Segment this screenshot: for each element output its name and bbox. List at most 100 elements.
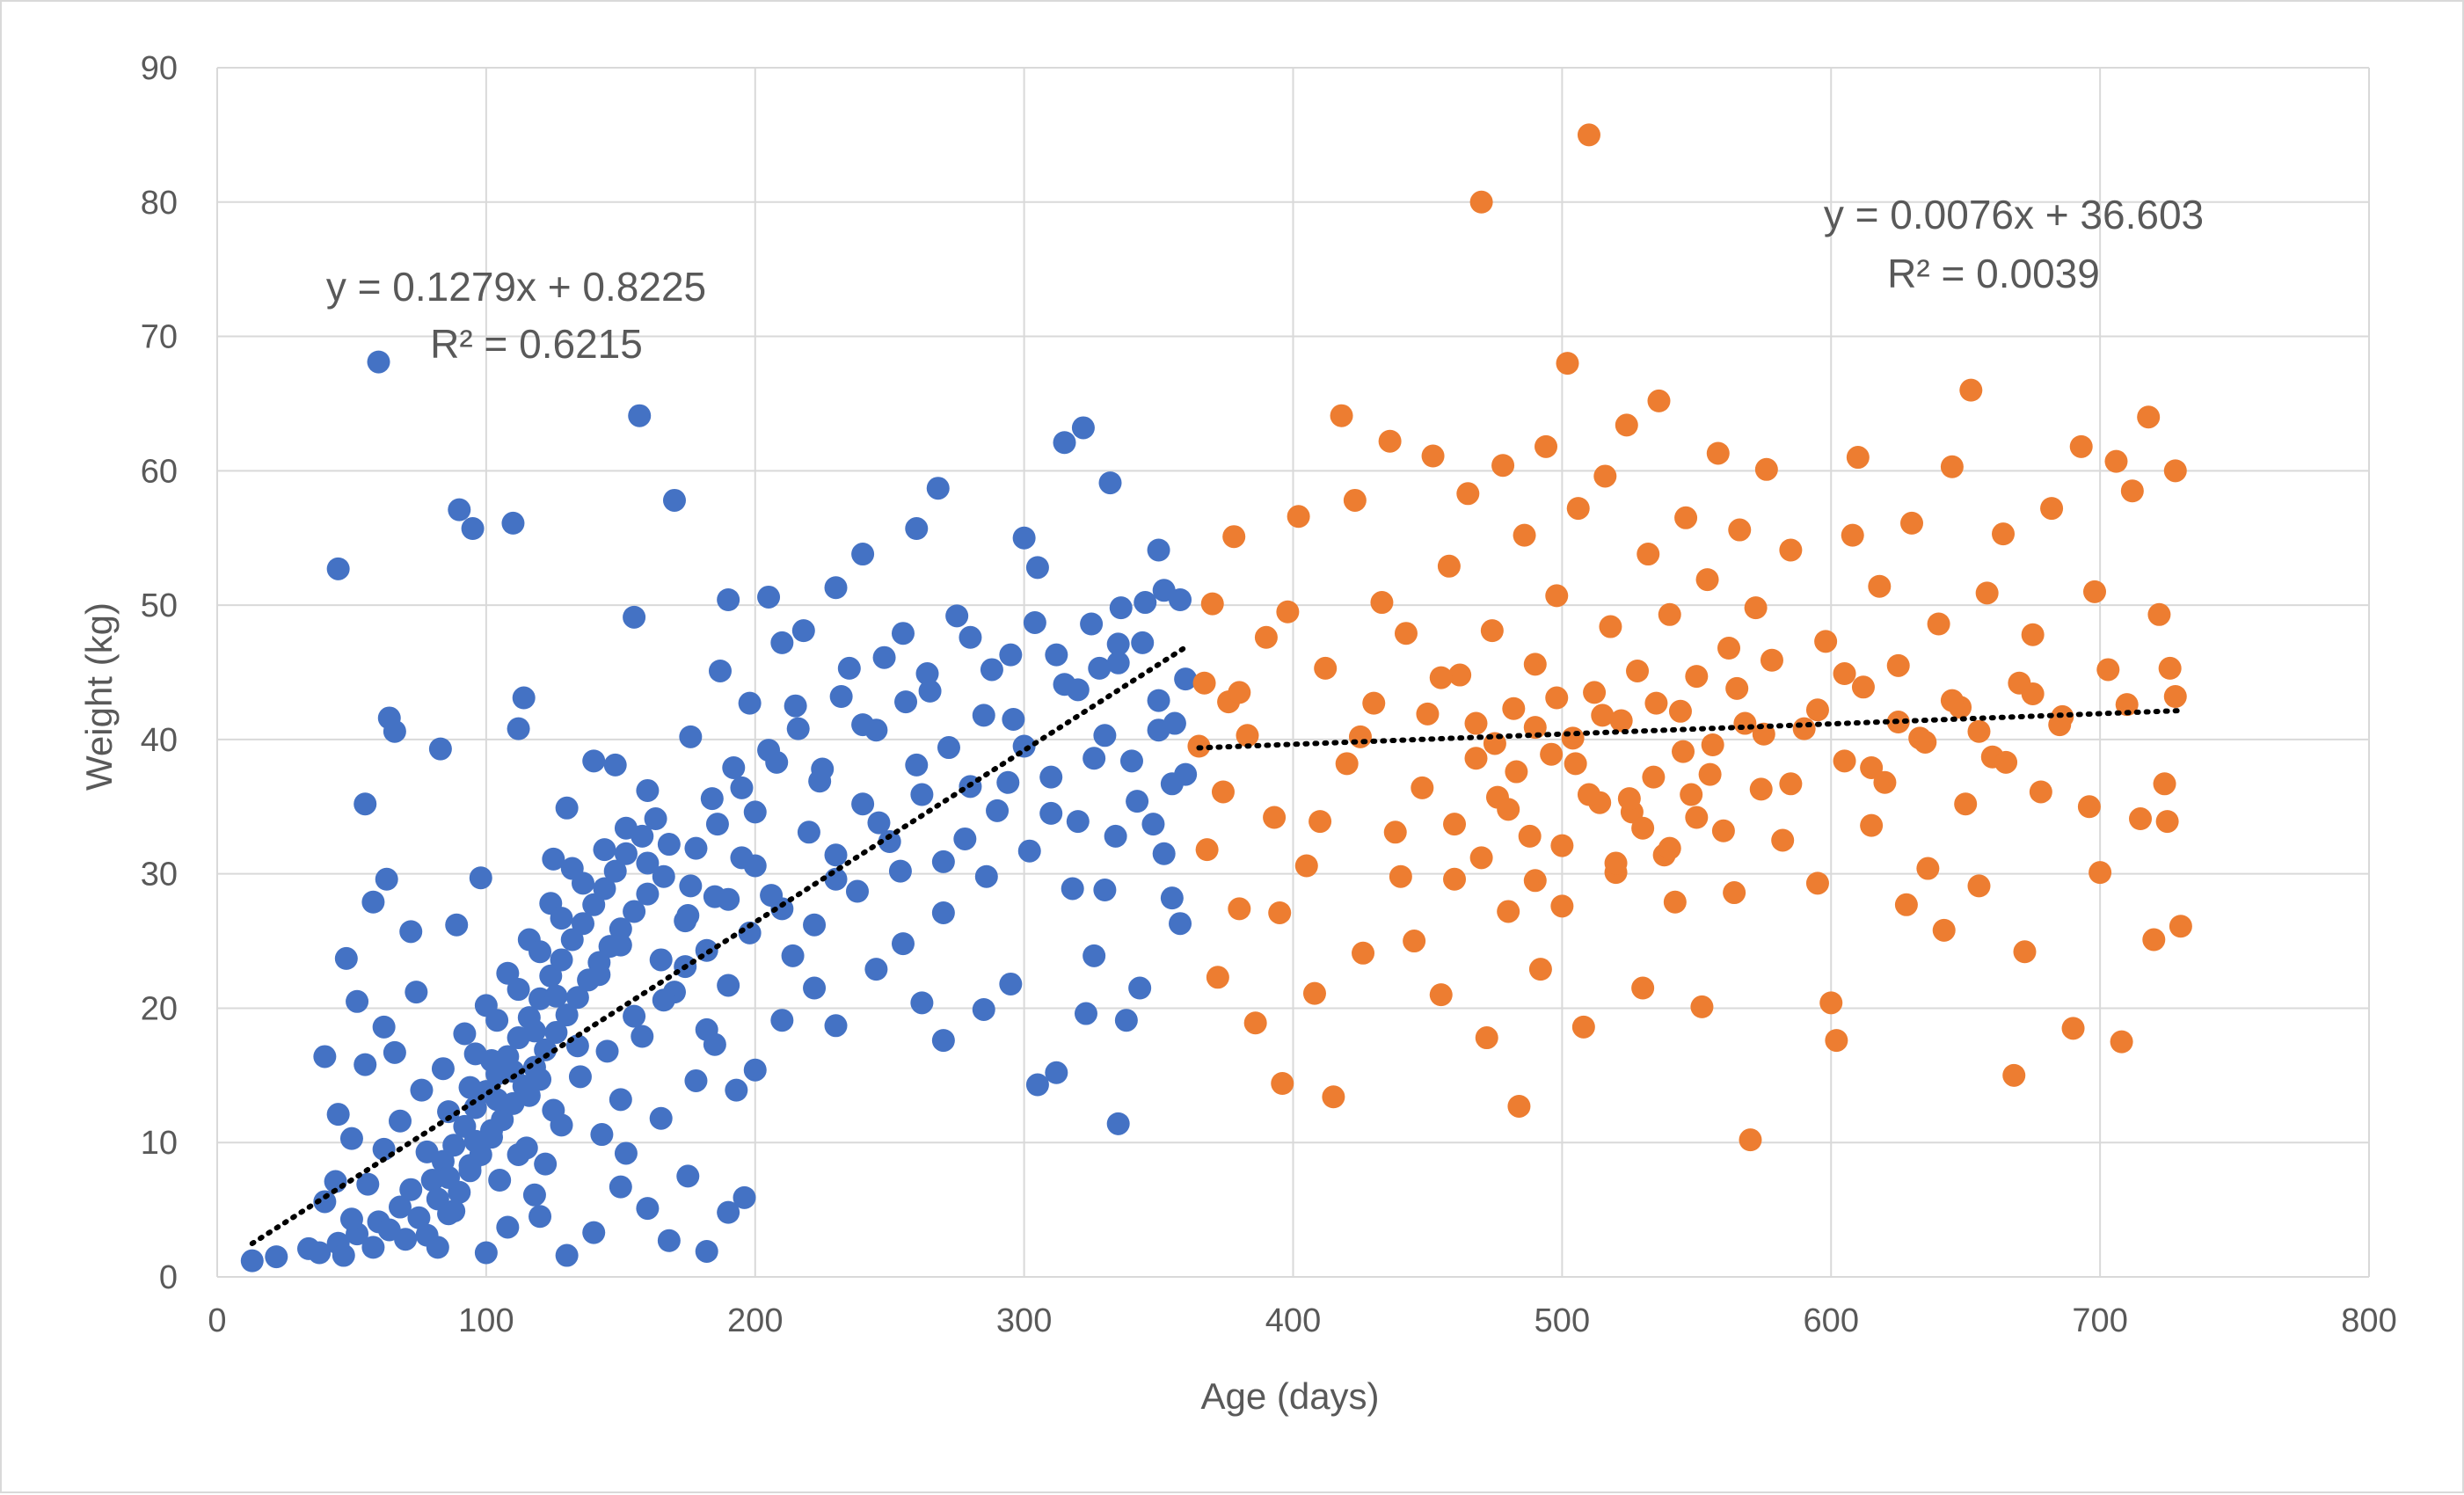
series1-point — [705, 813, 729, 836]
series2-point — [1728, 518, 1752, 542]
series2-point — [1236, 724, 1259, 748]
series1-point — [1088, 656, 1112, 680]
x-tick-label: 800 — [2341, 1302, 2396, 1339]
series2-point — [1841, 523, 1864, 547]
series1-point — [346, 989, 369, 1013]
series2-point — [1502, 696, 1526, 720]
series1-point — [867, 811, 891, 835]
series2-point — [1744, 596, 1768, 620]
series2-point — [2169, 915, 2192, 938]
series2-point — [1954, 792, 1978, 816]
x-tick-label: 400 — [1265, 1302, 1321, 1339]
y-tick-label: 90 — [141, 50, 178, 87]
series1-point — [959, 625, 982, 649]
series1-point — [372, 1015, 396, 1039]
series1-point — [595, 1039, 619, 1063]
series2-point — [1394, 622, 1418, 645]
series1-point — [1080, 612, 1104, 636]
series2-point — [1491, 454, 1515, 478]
series1-point — [910, 991, 934, 1015]
series1-point — [313, 1045, 337, 1068]
series1-point — [1119, 749, 1143, 773]
series1-point — [684, 836, 708, 860]
series2-point — [1497, 798, 1520, 821]
series2-point — [1701, 733, 1724, 756]
series2-point — [1505, 760, 1528, 784]
series2-point — [1577, 123, 1600, 147]
series2-point — [1668, 699, 1692, 723]
series2-point — [1352, 941, 1375, 965]
series1-point — [1106, 651, 1130, 675]
series2-point — [1609, 709, 1633, 733]
series2-point — [1644, 691, 1668, 715]
series1-point — [623, 605, 646, 629]
x-tick-label: 600 — [1804, 1302, 1859, 1339]
series1-point — [703, 885, 726, 908]
series2-point — [1429, 983, 1453, 1007]
series1-point — [1023, 610, 1046, 634]
series1-point — [657, 1229, 681, 1252]
series1-point — [534, 1152, 558, 1176]
series1-point — [394, 1228, 418, 1251]
series1-point — [770, 631, 794, 654]
series1-point — [797, 820, 820, 844]
series2-point — [1389, 864, 1412, 888]
series1-point — [1093, 879, 1117, 901]
series1-point — [829, 685, 853, 708]
series1-point — [485, 1009, 509, 1032]
series1-point — [986, 799, 1010, 822]
series1-point — [603, 753, 627, 777]
series2-point — [1195, 838, 1219, 862]
series1-point — [722, 755, 746, 779]
series2-point — [1658, 836, 1681, 860]
series1-point — [534, 1038, 558, 1061]
series1-point — [725, 1078, 748, 1102]
series1-point — [931, 901, 955, 924]
series1-point — [974, 864, 998, 888]
series2-point — [1403, 930, 1426, 953]
y-tick-label: 10 — [141, 1125, 178, 1162]
series1-point — [910, 783, 934, 806]
series2-point — [1411, 776, 1434, 799]
series2-point — [1674, 506, 1698, 529]
series1-point — [332, 1243, 355, 1267]
series2-point — [2040, 497, 2064, 521]
series2-point — [1469, 846, 1493, 870]
series2-point — [1577, 783, 1600, 806]
series2-point — [1914, 730, 1937, 754]
series1-point — [507, 978, 530, 1002]
series2-point — [1507, 1094, 1531, 1118]
x-tick-label: 300 — [996, 1302, 1052, 1339]
data-points — [240, 123, 2192, 1273]
series1-point — [609, 1088, 632, 1112]
series2-point — [1276, 600, 1300, 624]
series1-point — [1025, 556, 1049, 580]
series1-point — [496, 1215, 520, 1239]
series2-point — [1717, 637, 1741, 660]
series1-point — [405, 981, 428, 1004]
series1-point — [730, 846, 754, 870]
series2-point — [1819, 991, 1843, 1015]
series1-point — [590, 1123, 614, 1147]
series2-point — [1975, 581, 1999, 605]
series2-point — [2002, 1063, 2026, 1087]
series2-point — [1475, 1026, 1498, 1050]
series1-point — [1093, 724, 1117, 748]
series1-point — [1128, 976, 1152, 1000]
series2-point — [1754, 457, 1778, 481]
series1-point — [544, 984, 568, 1008]
series1-point — [582, 749, 606, 773]
series2-point — [2069, 434, 2093, 458]
series2-point — [1886, 653, 1910, 677]
series1-point — [708, 659, 732, 682]
series2-point — [1540, 742, 1564, 766]
series2-point — [1335, 752, 1359, 776]
series2-point — [1825, 1029, 1848, 1053]
series2-point — [1564, 752, 1587, 776]
y-tick-labels: 0 10 20 30 40 50 60 70 80 90 — [141, 50, 178, 1296]
series2-point — [1916, 857, 1940, 880]
series1-point — [240, 1249, 264, 1273]
series2-point — [1814, 630, 1838, 653]
series1-point — [845, 879, 869, 903]
